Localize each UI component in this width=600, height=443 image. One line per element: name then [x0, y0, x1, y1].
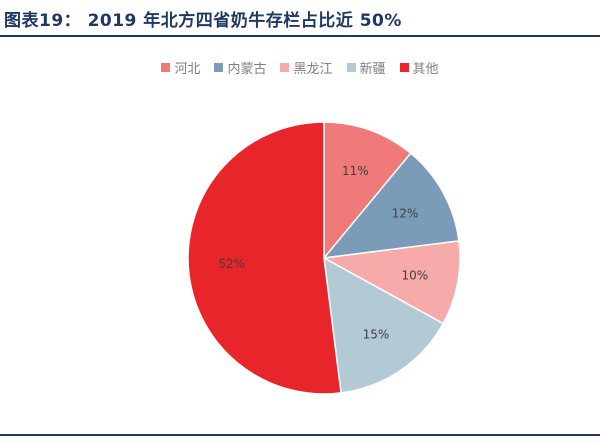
- pie-slice-heilongjiang: [321, 240, 461, 325]
- pie-slice-neimenggu: [322, 152, 460, 259]
- legend-item-hebei: 河北: [161, 58, 200, 77]
- legend-item-neimenggu: 内蒙古: [214, 58, 266, 77]
- legend-item-heilongjiang: 黑龙江: [280, 58, 333, 77]
- pie-slice-xinjiang: [323, 256, 445, 394]
- bottom-rule: [0, 434, 600, 436]
- legend-label-xinjiang: 新疆: [359, 61, 386, 77]
- legend-swatch-hebei: [161, 62, 171, 72]
- legend-label-other: 其他: [412, 61, 439, 77]
- title-bar: 图表19： 2019 年北方四省奶牛存栏占比近 50%: [0, 0, 600, 38]
- legend-swatch-xinjiang: [346, 62, 356, 72]
- top-rule: [0, 35, 600, 37]
- legend-label-hebei: 河北: [174, 61, 201, 77]
- data-label-neimenggu: 12%: [392, 206, 419, 220]
- data-label-xinjiang: 15%: [363, 327, 390, 341]
- figure-title: 图表19： 2019 年北方四省奶牛存栏占比近 50%: [4, 11, 402, 31]
- legend-label-neimenggu: 内蒙古: [227, 61, 267, 77]
- legend-item-other: 其他: [399, 58, 439, 77]
- data-label-hebei: 11%: [342, 164, 369, 178]
- pie-slice-hebei: [323, 121, 412, 261]
- legend-label-heilongjiang: 黑龙江: [293, 61, 333, 77]
- legend-item-xinjiang: 新疆: [346, 58, 386, 77]
- data-label-other: 52%: [218, 257, 245, 271]
- data-label-heilongjiang: 10%: [402, 268, 429, 282]
- chart-legend: 河北 内蒙古 黑龙江 新疆 其他: [0, 57, 600, 77]
- pie-slice-other: [187, 121, 342, 395]
- legend-swatch-heilongjiang: [280, 62, 290, 72]
- legend-swatch-neimenggu: [214, 62, 224, 72]
- legend-swatch-other: [399, 62, 409, 72]
